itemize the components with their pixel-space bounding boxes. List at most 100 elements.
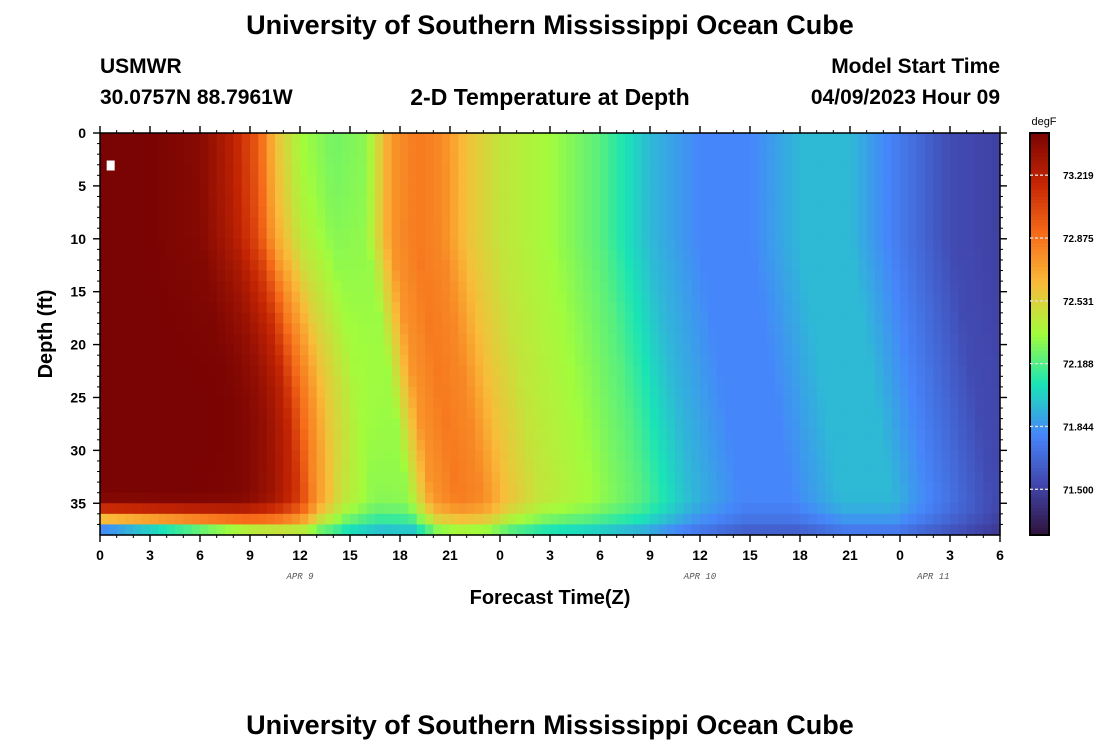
heatmap-cell	[850, 217, 859, 229]
heatmap-cell	[933, 228, 943, 240]
heatmap-cell	[516, 175, 526, 187]
heatmap-cell	[966, 154, 976, 166]
heatmap-cell	[483, 259, 493, 272]
heatmap-cell	[775, 323, 784, 335]
heatmap-cell	[500, 249, 509, 261]
heatmap-cell	[366, 355, 376, 367]
heatmap-cell	[800, 386, 809, 399]
heatmap-cell	[500, 185, 509, 198]
heatmap-cell	[708, 164, 718, 176]
heatmap-cell	[116, 249, 126, 261]
heatmap-cell	[341, 439, 351, 451]
heatmap-cell	[491, 429, 501, 441]
heatmap-cell	[916, 259, 926, 272]
heatmap-cell	[825, 355, 834, 367]
heatmap-cell	[200, 513, 209, 526]
heatmap-cell	[333, 418, 343, 430]
heatmap-cell	[741, 302, 751, 314]
y-tick-label: 25	[70, 389, 86, 405]
heatmap-cell	[558, 355, 568, 367]
heatmap-cell	[675, 312, 684, 325]
heatmap-cell	[900, 302, 909, 314]
heatmap-cell	[466, 302, 476, 314]
heatmap-cell	[533, 133, 543, 145]
heatmap-cell	[808, 355, 818, 367]
heatmap-cell	[991, 503, 1001, 515]
heatmap-cell	[308, 302, 318, 314]
heatmap-cell	[591, 344, 601, 356]
heatmap-cell	[575, 524, 584, 536]
heatmap-cell	[183, 418, 193, 430]
heatmap-cell	[341, 175, 351, 187]
heatmap-cell	[175, 429, 184, 441]
heatmap-cell	[508, 334, 518, 346]
heatmap-cell	[233, 386, 243, 399]
heatmap-cell	[483, 196, 493, 208]
heatmap-cell	[616, 238, 626, 250]
heatmap-cell	[241, 228, 251, 240]
heatmap-cell	[450, 503, 459, 515]
heatmap-cell	[383, 503, 393, 515]
colorbar-swatch	[1030, 317, 1049, 322]
heatmap-cell	[641, 249, 651, 261]
heatmap-cell	[758, 513, 768, 526]
heatmap-cell	[958, 302, 968, 314]
heatmap-cell	[308, 175, 318, 187]
heatmap-cell	[608, 386, 618, 399]
heatmap-cell	[375, 185, 384, 198]
heatmap-cell	[700, 185, 709, 198]
heatmap-cell	[733, 175, 743, 187]
heatmap-cell	[575, 482, 584, 494]
heatmap-cell	[316, 249, 326, 261]
heatmap-cell	[166, 196, 176, 208]
heatmap-cell	[233, 196, 243, 208]
heatmap-cell	[358, 207, 368, 219]
heatmap-cell	[941, 376, 951, 388]
heatmap-cell	[875, 281, 884, 293]
heatmap-cell	[450, 259, 459, 272]
heatmap-cell	[275, 143, 284, 155]
heatmap-cell	[575, 185, 584, 198]
heatmap-cell	[308, 355, 318, 367]
heatmap-cell	[616, 397, 626, 409]
heatmap-cell	[516, 270, 526, 282]
heatmap-cell	[783, 175, 793, 187]
heatmap-cell	[200, 334, 209, 346]
heatmap-cell	[650, 302, 659, 314]
heatmap-cell	[258, 143, 268, 155]
heatmap-cell	[541, 355, 551, 367]
heatmap-cell	[191, 408, 201, 420]
heatmap-cell	[500, 196, 509, 208]
heatmap-cell	[366, 418, 376, 430]
heatmap-cell	[875, 228, 884, 240]
heatmap-cell	[866, 460, 876, 473]
heatmap-cell	[258, 175, 268, 187]
heatmap-cell	[866, 334, 876, 346]
heatmap-cell	[283, 450, 293, 462]
heatmap-cell	[683, 323, 693, 335]
heatmap-cell	[883, 175, 893, 187]
heatmap-cell	[908, 418, 918, 430]
heatmap-cell	[883, 344, 893, 356]
heatmap-cell	[325, 175, 334, 187]
heatmap-cell	[483, 439, 493, 451]
heatmap-cell	[208, 460, 218, 473]
heatmap-cell	[775, 291, 784, 303]
heatmap-cell	[875, 376, 884, 388]
heatmap-cell	[466, 408, 476, 420]
heatmap-cell	[150, 164, 159, 176]
heatmap-cell	[733, 344, 743, 356]
heatmap-cell	[641, 238, 651, 250]
heatmap-cell	[683, 376, 693, 388]
heatmap-cell	[891, 513, 901, 526]
heatmap-cell	[116, 418, 126, 430]
heatmap-cell	[316, 334, 326, 346]
colorbar-swatch	[1030, 370, 1049, 375]
heatmap-cell	[758, 164, 768, 176]
heatmap-cell	[675, 164, 684, 176]
heatmap-cell	[575, 238, 584, 250]
heatmap-cell	[816, 460, 826, 473]
heatmap-cell	[233, 249, 243, 261]
heatmap-cell	[916, 429, 926, 441]
heatmap-cell	[266, 217, 276, 229]
